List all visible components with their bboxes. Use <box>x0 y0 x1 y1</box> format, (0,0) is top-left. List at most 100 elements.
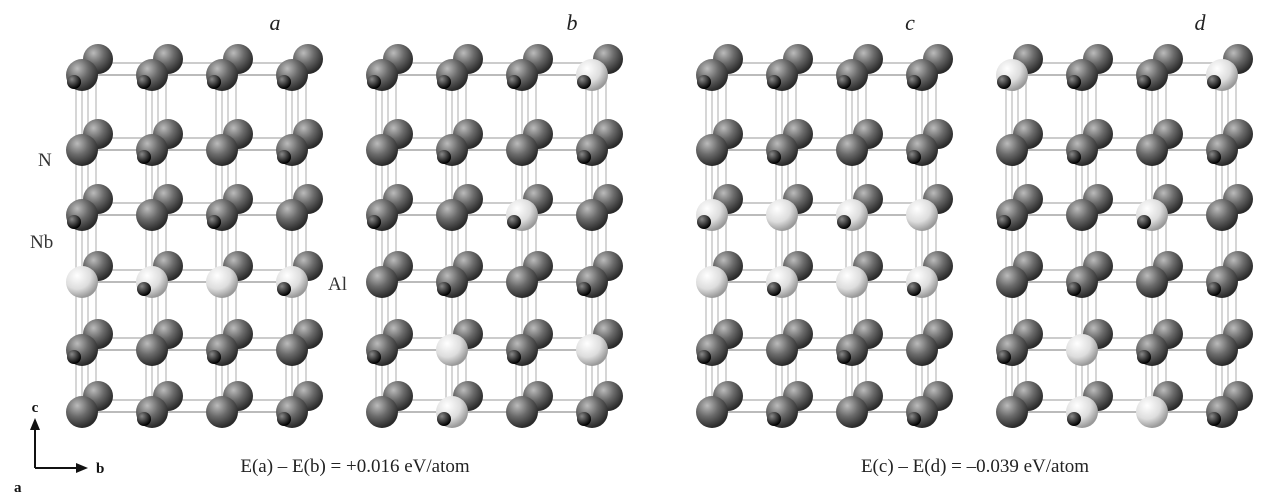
atom <box>696 134 728 166</box>
atom <box>1136 134 1168 166</box>
atom-n <box>207 350 221 364</box>
atom-n <box>437 282 451 296</box>
atom-n <box>437 150 451 164</box>
panel-label: a <box>270 10 281 35</box>
atom-n <box>837 75 851 89</box>
atom-n <box>1207 75 1221 89</box>
atom <box>1206 334 1238 366</box>
atom-n <box>367 75 381 89</box>
atom <box>66 396 98 428</box>
atom-n <box>137 282 151 296</box>
atom-n <box>767 282 781 296</box>
atom <box>1066 199 1098 231</box>
atom <box>996 266 1028 298</box>
atom-n <box>67 350 81 364</box>
energy-annotation: E(a) – E(b) = +0.016 eV/atom <box>240 456 470 477</box>
atom-n <box>137 75 151 89</box>
atom-n <box>997 350 1011 364</box>
atom-n <box>1067 75 1081 89</box>
atom-n <box>697 75 711 89</box>
atom <box>906 199 938 231</box>
atom <box>206 134 238 166</box>
axis-label: c <box>32 400 39 416</box>
atom-n <box>577 282 591 296</box>
atom-n <box>997 75 1011 89</box>
atom-label: Nb <box>30 232 53 253</box>
atom <box>366 396 398 428</box>
atom <box>1206 199 1238 231</box>
panel-label: c <box>905 10 915 35</box>
atom-n <box>1067 150 1081 164</box>
atom-label: Al <box>328 274 347 295</box>
atom-n <box>437 412 451 426</box>
atom <box>506 266 538 298</box>
atom-n <box>277 282 291 296</box>
atom-n <box>277 150 291 164</box>
atom-n <box>207 215 221 229</box>
atom-n <box>67 75 81 89</box>
atom <box>436 199 468 231</box>
atom-n <box>277 412 291 426</box>
atom-n <box>507 350 521 364</box>
axis-label: b <box>96 461 104 477</box>
atom <box>1136 396 1168 428</box>
atom-n <box>697 350 711 364</box>
atom <box>276 334 308 366</box>
panel-label: d <box>1195 10 1207 35</box>
atom <box>836 396 868 428</box>
atom-n <box>997 215 1011 229</box>
atom-n <box>1137 215 1151 229</box>
atom-n <box>837 350 851 364</box>
atom-n <box>1207 150 1221 164</box>
atom-n <box>507 75 521 89</box>
atom <box>696 396 728 428</box>
atom-n <box>137 412 151 426</box>
figure: a b c d N Nb Al E(a) – E(b) = +0.016 eV/… <box>0 0 1264 497</box>
atom-n <box>137 150 151 164</box>
atom <box>906 334 938 366</box>
atom-n <box>907 150 921 164</box>
atom-n <box>767 75 781 89</box>
atom <box>206 266 238 298</box>
atom-n <box>907 75 921 89</box>
atom-n <box>1067 282 1081 296</box>
atom <box>366 134 398 166</box>
atom <box>766 199 798 231</box>
atom-n <box>437 75 451 89</box>
atom-n <box>837 215 851 229</box>
atom-n <box>367 350 381 364</box>
atom <box>436 334 468 366</box>
atom <box>506 134 538 166</box>
atom-n <box>367 215 381 229</box>
atom <box>66 134 98 166</box>
atom-n <box>1137 350 1151 364</box>
atom-n <box>767 150 781 164</box>
axis-label: a <box>14 480 22 496</box>
atom-label: N <box>38 150 52 171</box>
atom-n <box>277 75 291 89</box>
atom <box>766 334 798 366</box>
atom-n <box>1207 282 1221 296</box>
atom-n <box>577 75 591 89</box>
atom <box>576 199 608 231</box>
energy-annotation: E(c) – E(d) = –0.039 eV/atom <box>861 456 1089 477</box>
atom <box>276 199 308 231</box>
atom <box>996 134 1028 166</box>
atom-n <box>507 215 521 229</box>
panel-label: b <box>567 10 578 35</box>
lattice <box>66 44 1253 428</box>
atom <box>206 396 238 428</box>
atom <box>506 396 538 428</box>
atom <box>66 266 98 298</box>
atom <box>1066 334 1098 366</box>
atom <box>136 199 168 231</box>
atom <box>366 266 398 298</box>
atom <box>836 266 868 298</box>
atom-n <box>697 215 711 229</box>
atom <box>996 396 1028 428</box>
atom-n <box>767 412 781 426</box>
atom <box>696 266 728 298</box>
atom-n <box>1137 75 1151 89</box>
atom-n <box>67 215 81 229</box>
atom <box>836 134 868 166</box>
